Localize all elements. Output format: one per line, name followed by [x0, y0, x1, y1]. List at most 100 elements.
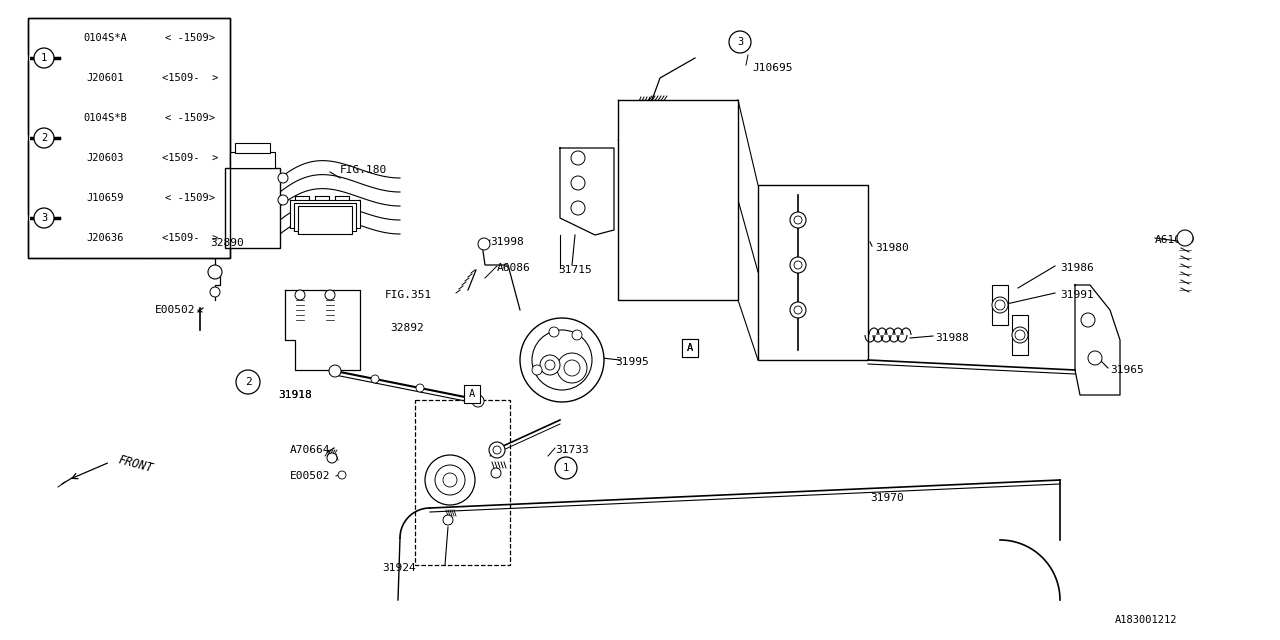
- Text: FIG.351: FIG.351: [385, 290, 433, 300]
- Circle shape: [425, 455, 475, 505]
- Bar: [1012, 315, 1028, 355]
- Text: E00502: E00502: [155, 305, 196, 315]
- Circle shape: [35, 128, 54, 148]
- Circle shape: [557, 353, 588, 383]
- Text: 2: 2: [41, 133, 47, 143]
- Circle shape: [730, 31, 751, 53]
- Circle shape: [338, 471, 346, 479]
- Circle shape: [1012, 327, 1028, 343]
- Circle shape: [1178, 230, 1193, 246]
- Circle shape: [416, 384, 424, 392]
- Text: < -1509>: < -1509>: [165, 113, 215, 123]
- Bar: [291, 200, 360, 228]
- Circle shape: [210, 287, 220, 297]
- Text: 31970: 31970: [870, 493, 904, 503]
- Circle shape: [435, 465, 465, 495]
- Bar: [225, 168, 280, 248]
- Circle shape: [371, 375, 379, 383]
- Text: A183001212: A183001212: [1115, 615, 1178, 625]
- Text: A: A: [687, 343, 694, 353]
- Text: 2: 2: [244, 377, 251, 387]
- Bar: [682, 339, 698, 357]
- Text: 31918: 31918: [278, 390, 312, 400]
- Circle shape: [532, 330, 591, 390]
- Circle shape: [236, 370, 260, 394]
- Circle shape: [571, 151, 585, 165]
- Circle shape: [278, 173, 288, 183]
- Text: 31998: 31998: [490, 237, 524, 247]
- Text: J10695: J10695: [753, 63, 792, 73]
- Text: <1509-  >: <1509- >: [161, 233, 218, 243]
- Circle shape: [520, 318, 604, 402]
- Text: 0104S*B: 0104S*B: [83, 113, 127, 123]
- Circle shape: [790, 212, 806, 228]
- Circle shape: [556, 457, 577, 479]
- Circle shape: [545, 360, 556, 370]
- Text: A: A: [687, 343, 694, 353]
- Circle shape: [572, 330, 582, 340]
- Text: E00502: E00502: [291, 471, 330, 481]
- Text: 31715: 31715: [558, 265, 591, 275]
- Text: <1509-  >: <1509- >: [161, 73, 218, 83]
- Circle shape: [540, 355, 561, 375]
- Circle shape: [35, 48, 54, 68]
- Circle shape: [477, 238, 490, 250]
- Bar: [758, 185, 868, 360]
- Text: 31995: 31995: [614, 357, 649, 367]
- Bar: [682, 339, 698, 357]
- Circle shape: [493, 446, 500, 454]
- Circle shape: [294, 290, 305, 300]
- Circle shape: [992, 297, 1009, 313]
- Circle shape: [329, 365, 340, 377]
- Circle shape: [549, 327, 559, 337]
- Text: 32892: 32892: [390, 323, 424, 333]
- Text: 3: 3: [41, 213, 47, 223]
- Circle shape: [35, 208, 54, 228]
- Circle shape: [794, 306, 803, 314]
- Circle shape: [443, 515, 453, 525]
- Circle shape: [207, 265, 221, 279]
- Circle shape: [326, 453, 337, 463]
- Circle shape: [571, 176, 585, 190]
- Text: 31918: 31918: [278, 390, 312, 400]
- Bar: [992, 285, 1009, 325]
- Bar: [28, 18, 230, 258]
- Circle shape: [492, 468, 500, 478]
- Text: 31980: 31980: [876, 243, 909, 253]
- Text: A61079: A61079: [1155, 235, 1196, 245]
- Text: 31986: 31986: [1060, 263, 1093, 273]
- Text: J20636: J20636: [86, 233, 124, 243]
- Text: FIG.180: FIG.180: [340, 165, 388, 175]
- Circle shape: [472, 395, 484, 407]
- Bar: [236, 143, 270, 153]
- Bar: [298, 206, 352, 234]
- Circle shape: [790, 302, 806, 318]
- Text: 31924: 31924: [381, 563, 416, 573]
- Bar: [618, 100, 739, 300]
- Bar: [294, 203, 356, 231]
- Text: 3: 3: [737, 37, 744, 47]
- Circle shape: [443, 473, 457, 487]
- Text: 0104S*A: 0104S*A: [83, 33, 127, 43]
- Text: 32890: 32890: [210, 238, 243, 248]
- Bar: [415, 400, 509, 565]
- Text: FRONT: FRONT: [116, 454, 154, 476]
- Text: 31991: 31991: [1060, 290, 1093, 300]
- Text: A: A: [468, 389, 475, 399]
- Text: < -1509>: < -1509>: [165, 33, 215, 43]
- Text: <1509-  >: <1509- >: [161, 153, 218, 163]
- Bar: [230, 152, 275, 168]
- Circle shape: [790, 257, 806, 273]
- Circle shape: [532, 365, 541, 375]
- Circle shape: [794, 261, 803, 269]
- Text: J20603: J20603: [86, 153, 124, 163]
- Bar: [465, 385, 480, 403]
- Circle shape: [794, 216, 803, 224]
- Text: 31965: 31965: [1110, 365, 1144, 375]
- Circle shape: [278, 195, 288, 205]
- Circle shape: [489, 442, 506, 458]
- Circle shape: [1088, 351, 1102, 365]
- Text: < -1509>: < -1509>: [165, 193, 215, 203]
- Text: J10659: J10659: [86, 193, 124, 203]
- Circle shape: [1082, 313, 1094, 327]
